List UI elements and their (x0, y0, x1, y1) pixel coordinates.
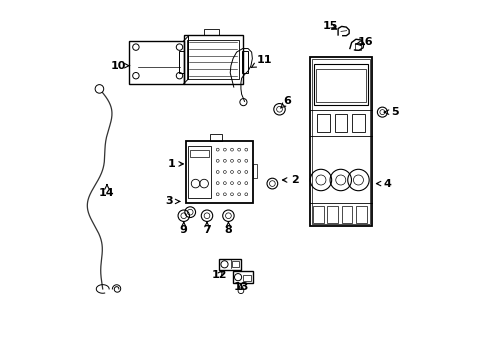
Bar (334, 114, 346, 132)
Bar (313, 64, 367, 105)
Text: 6: 6 (280, 96, 291, 108)
Bar (185, 141, 252, 203)
Text: 13: 13 (233, 282, 248, 292)
Text: 14: 14 (99, 184, 115, 198)
Bar (311, 59, 369, 224)
Text: 16: 16 (355, 37, 373, 48)
Text: 3: 3 (165, 197, 180, 206)
Text: 7: 7 (203, 222, 210, 235)
Bar (183, 35, 242, 84)
Bar (341, 206, 352, 223)
Bar (252, 164, 257, 178)
Bar (312, 206, 323, 223)
Bar (355, 206, 366, 223)
Bar (309, 57, 371, 226)
Bar (242, 51, 247, 73)
Text: 8: 8 (224, 222, 232, 235)
Bar (189, 150, 209, 157)
Text: 5: 5 (384, 107, 398, 117)
Bar (326, 206, 337, 223)
Text: 1: 1 (167, 159, 183, 169)
Text: 9: 9 (180, 222, 187, 235)
Text: 10: 10 (111, 61, 129, 71)
Text: 15: 15 (322, 21, 337, 31)
Bar (188, 146, 210, 198)
Text: 12: 12 (211, 270, 227, 280)
Text: 4: 4 (376, 179, 390, 189)
Bar (179, 51, 184, 73)
Bar (209, 134, 222, 141)
Circle shape (95, 85, 103, 93)
Bar (316, 114, 329, 132)
Bar (231, 261, 239, 267)
Text: 11: 11 (250, 55, 271, 68)
Bar (354, 43, 360, 50)
Bar (352, 114, 365, 132)
Bar (219, 258, 241, 270)
Bar (187, 40, 239, 79)
Bar (243, 275, 251, 282)
Bar (233, 271, 252, 283)
Bar (204, 29, 218, 35)
Bar (129, 41, 183, 84)
Text: 2: 2 (282, 175, 298, 185)
Bar (315, 68, 365, 103)
